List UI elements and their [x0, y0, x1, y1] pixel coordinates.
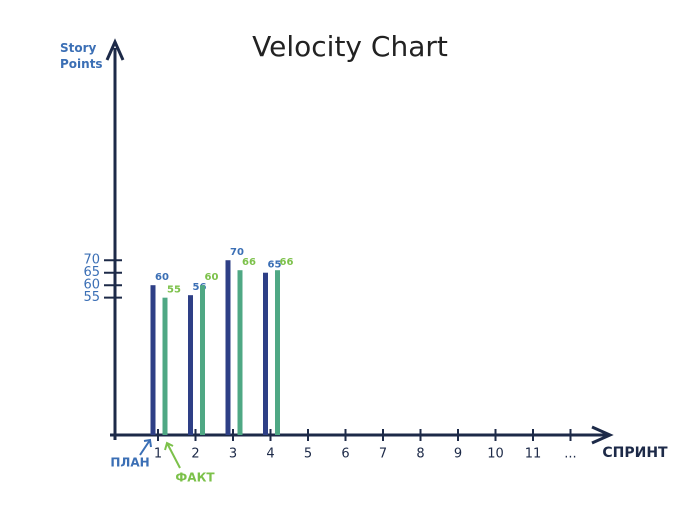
data-label: 56 — [193, 282, 207, 293]
data-label: 66 — [280, 257, 294, 268]
data-label: 60 — [205, 272, 219, 283]
y-tick-label: 70 — [83, 253, 100, 268]
bar — [263, 272, 268, 435]
x-tick-label: 1 — [154, 447, 162, 462]
data-label: 70 — [230, 247, 244, 258]
y-axis-label: Story Points — [60, 41, 103, 71]
data-label: 60 — [155, 272, 169, 283]
x-tick-label: 6 — [341, 447, 349, 462]
bar — [275, 270, 280, 435]
data-label: 55 — [167, 285, 181, 296]
y-tick-label: 60 — [83, 278, 100, 293]
x-arrow — [591, 425, 614, 445]
x-tick-label: 7 — [379, 447, 387, 462]
x-tick-label: 10 — [487, 447, 504, 462]
bar — [237, 270, 243, 435]
y-tick-label: 65 — [83, 265, 100, 280]
x-tick-label: 9 — [454, 447, 462, 462]
x-tick-label: ... — [564, 447, 576, 462]
legend-arrow — [164, 441, 181, 469]
x-tick-label: 3 — [229, 447, 237, 462]
data-label: 65 — [268, 260, 282, 271]
legend-plan: ПЛАН — [110, 456, 149, 470]
chart-title: Velocity Chart — [252, 30, 448, 63]
x-axis-label: СПРИНТ — [602, 445, 668, 461]
bar — [188, 295, 193, 435]
x-tick-label: 11 — [525, 447, 542, 462]
x-tick-label: 4 — [266, 447, 274, 462]
y-tick-label: 55 — [83, 290, 100, 305]
legend-fact: ФАКТ — [175, 471, 215, 485]
bar — [162, 297, 168, 435]
data-label: 66 — [242, 257, 256, 268]
x-tick-label: 5 — [304, 447, 312, 462]
x-tick-label: 8 — [416, 447, 424, 462]
legend-arrow — [139, 438, 152, 456]
x-tick-label: 2 — [191, 447, 199, 462]
y-arrow — [105, 38, 125, 61]
bar — [150, 285, 156, 435]
bar — [225, 260, 231, 435]
bar — [200, 285, 205, 435]
